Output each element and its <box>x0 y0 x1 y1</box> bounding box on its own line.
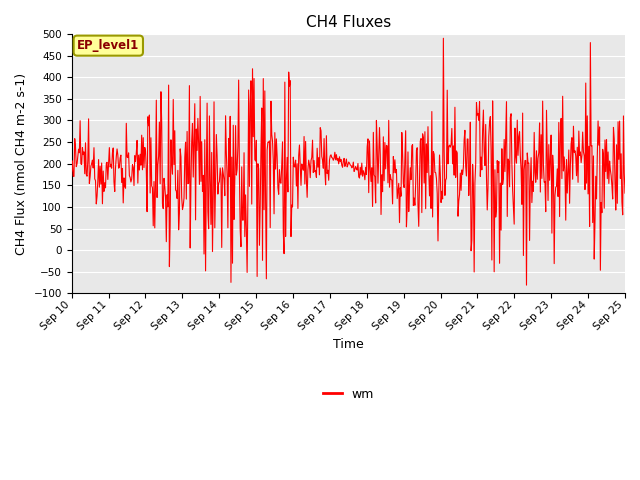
X-axis label: Time: Time <box>333 338 364 351</box>
Text: EP_level1: EP_level1 <box>77 39 140 52</box>
Y-axis label: CH4 Flux (nmol CH4 m-2 s-1): CH4 Flux (nmol CH4 m-2 s-1) <box>15 72 28 255</box>
Title: CH4 Fluxes: CH4 Fluxes <box>306 15 391 30</box>
Legend: wm: wm <box>318 383 379 406</box>
